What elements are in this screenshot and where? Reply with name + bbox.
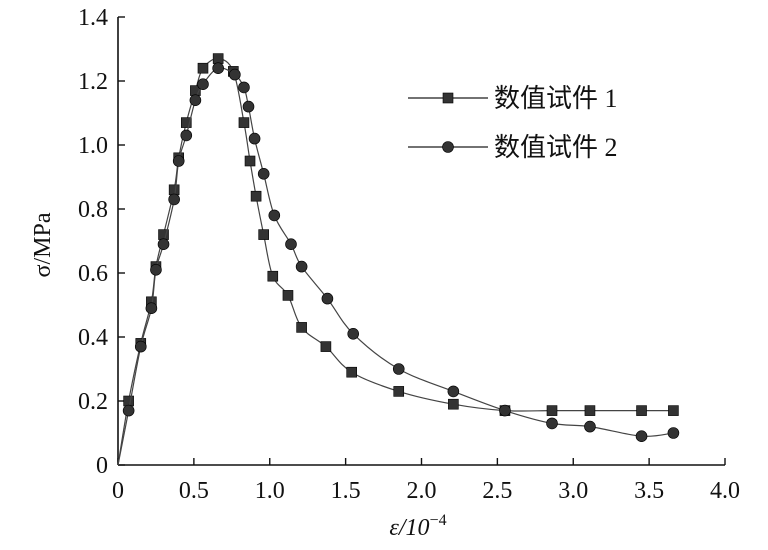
legend-label-2: 数值试件 2 [494,133,618,162]
data-point [168,193,180,206]
x-tick-label: 0.5 [179,478,209,504]
legend: 数值试件 1 数值试件 2 [408,84,618,162]
legend-label-1: 数值试件 1 [494,84,618,113]
y-tick-label: 0.4 [78,325,108,351]
data-point [320,341,332,352]
data-point [238,81,250,94]
y-tick-label: 0.6 [78,261,108,287]
data-point [180,129,193,142]
data-point [123,395,134,407]
legend-marker-2 [442,141,454,153]
x-axis-title-base: ε/10 [389,515,429,541]
x-tick-label: 2.0 [407,478,437,504]
series-1-line [117,57,674,466]
data-point [212,62,224,74]
data-point [584,405,596,416]
axes: 0 0.5 1.0 1.5 2.0 2.5 3.0 3.5 4.0 0 0.2 0.4 0.6 0.8 1.… [78,5,740,504]
y-tick-label: 0.2 [78,389,108,415]
data-point [157,238,170,250]
series-layer [117,53,680,466]
y-tick-label: 0 [96,453,108,479]
data-point [250,190,262,202]
data-point [172,155,185,167]
x-tick-label: 3.0 [558,478,588,504]
data-point [197,62,209,74]
x-tick-label: 0 [112,478,124,504]
data-point [248,132,261,145]
x-tick-label: 3.5 [634,478,664,504]
x-axis-title-exponent: −4 [430,512,447,529]
data-point [267,270,279,282]
data-point [242,100,255,113]
y-tick-label: 0.8 [78,197,108,223]
data-point [268,209,281,222]
data-point [150,263,162,276]
x-tick-label: 4.0 [710,478,740,504]
data-point [197,78,209,90]
data-point [546,417,558,430]
data-point [447,385,460,398]
data-point [667,427,680,439]
data-point [295,260,308,273]
data-point [134,340,147,353]
data-point [168,184,180,196]
data-point [321,292,334,305]
x-tick-label: 2.5 [482,478,512,504]
legend-marker-1 [442,92,454,104]
series-2 [117,62,680,466]
data-point [122,404,135,417]
data-point [392,363,405,375]
data-point [258,229,269,240]
data-point [229,68,241,81]
x-axis-title: ε/10−4 [389,512,446,541]
data-point [636,405,647,416]
data-point [668,405,679,416]
data-point [584,420,596,433]
x-tick-label: 1.0 [255,478,285,504]
y-tick-label: 1.4 [78,5,108,31]
y-tick-label: 1.2 [78,69,108,95]
series-1 [117,53,679,466]
data-point [546,405,558,416]
y-axis-title: σ/MPa [30,212,56,277]
y-tick-label: 1.0 [78,133,108,159]
data-point [212,53,224,64]
data-point [296,322,307,333]
data-point [346,366,357,378]
x-tick-label: 1.5 [331,478,361,504]
data-point [244,155,256,167]
data-point [145,302,158,315]
data-point [393,386,405,397]
data-point [347,327,360,340]
data-point [180,117,192,128]
data-point [448,398,459,410]
data-point [257,168,270,180]
data-point [282,290,294,301]
data-point [499,404,511,417]
data-point [635,430,648,443]
data-point [285,238,297,250]
data-point [238,117,250,128]
data-point [189,94,202,106]
